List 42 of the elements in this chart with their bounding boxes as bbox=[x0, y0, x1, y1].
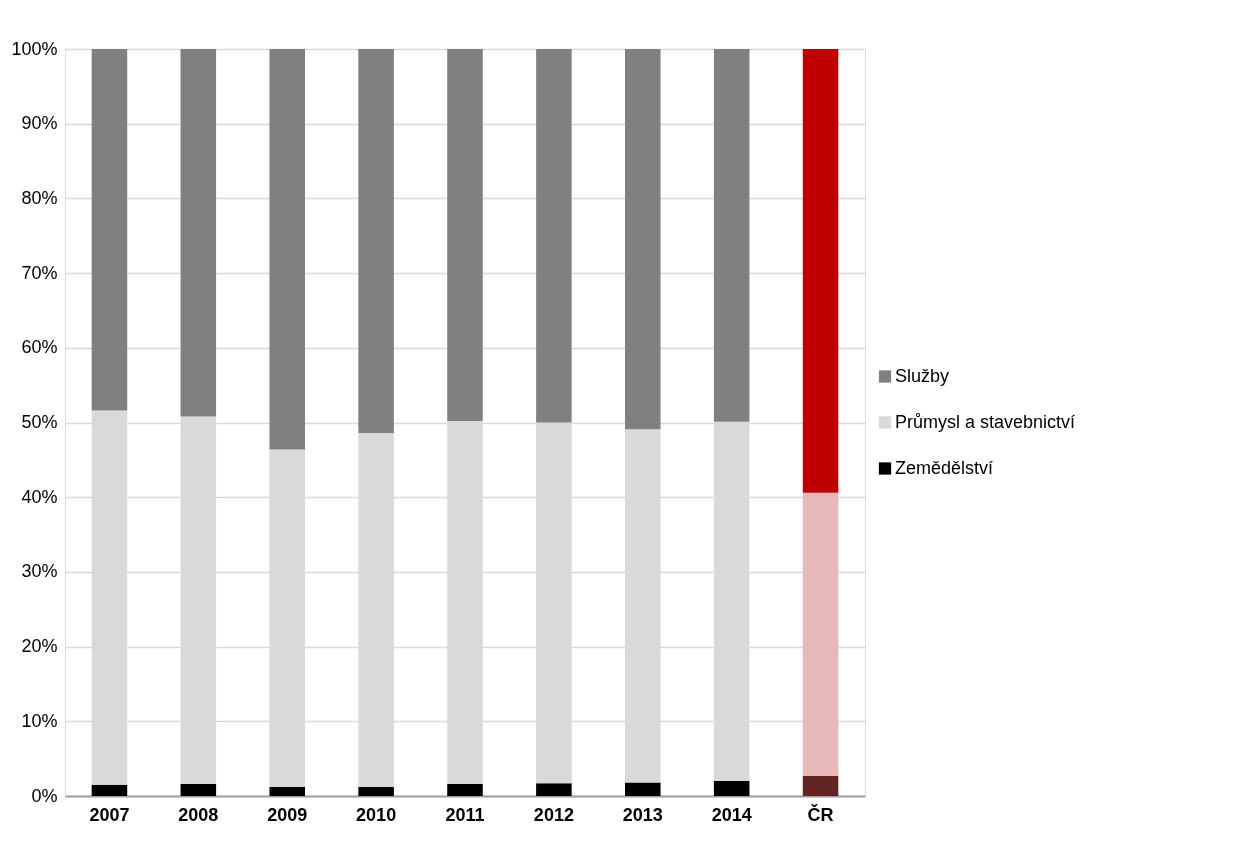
bar bbox=[358, 787, 394, 796]
bar bbox=[536, 49, 572, 423]
bar bbox=[358, 49, 394, 433]
y-tick-label: 20% bbox=[21, 636, 58, 657]
bar bbox=[713, 781, 750, 796]
bar bbox=[447, 784, 483, 796]
y-tick-label: 90% bbox=[21, 113, 58, 134]
bar bbox=[625, 49, 661, 430]
x-tick-label: 2014 bbox=[711, 804, 752, 825]
bar bbox=[180, 784, 217, 796]
y-tick-label: 80% bbox=[21, 187, 58, 208]
legend-label: Služby bbox=[895, 365, 950, 386]
bar bbox=[91, 49, 128, 411]
x-tick-label: 2011 bbox=[445, 804, 485, 825]
x-tick-label: 2007 bbox=[89, 804, 130, 825]
y-tick-label: 50% bbox=[21, 412, 58, 432]
x-tick-label: 2008 bbox=[178, 804, 219, 825]
bar bbox=[802, 775, 839, 796]
bar bbox=[802, 49, 839, 493]
y-tick-label: 30% bbox=[21, 561, 58, 582]
x-tick-label: ČR bbox=[807, 803, 834, 825]
bar bbox=[625, 782, 661, 796]
bar bbox=[536, 783, 572, 796]
y-tick-label: 60% bbox=[21, 337, 58, 358]
bar bbox=[269, 787, 305, 796]
bar bbox=[180, 49, 217, 417]
y-tick-label: 0% bbox=[31, 785, 58, 806]
x-tick-label: 2012 bbox=[533, 804, 574, 825]
bar bbox=[713, 49, 750, 422]
y-tick-label: 10% bbox=[21, 710, 58, 731]
bar bbox=[91, 784, 128, 796]
bar bbox=[802, 492, 839, 776]
x-tick-label: 2009 bbox=[267, 804, 308, 825]
y-tick-label: 40% bbox=[21, 486, 58, 507]
x-tick-label: 2013 bbox=[622, 804, 663, 825]
y-tick-label: 70% bbox=[21, 262, 58, 283]
legend-label: Průmysl a stavebnictví bbox=[895, 411, 1076, 432]
bar bbox=[447, 49, 483, 422]
bar bbox=[269, 49, 305, 450]
y-tick-label: 100% bbox=[11, 38, 58, 59]
legend-label: Zemědělství bbox=[895, 457, 994, 478]
x-tick-label: 2010 bbox=[356, 804, 397, 825]
